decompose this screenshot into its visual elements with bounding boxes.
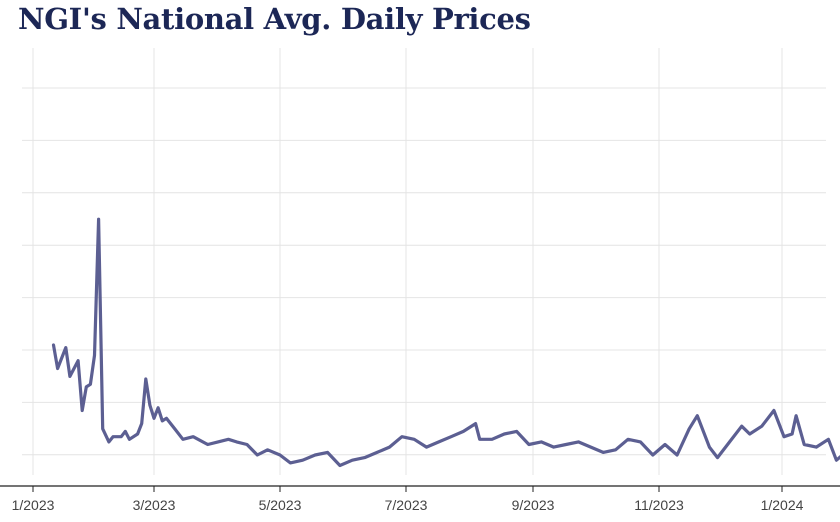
x-tick-label: 1/2023 — [12, 497, 55, 513]
chart-title: NGI's National Avg. Daily Prices — [18, 2, 531, 36]
x-axis-ticks: 1/2023 3/2023 5/2023 7/2023 9/2023 11/2023 1/2… — [12, 486, 804, 513]
x-tick-label: 11/2023 — [634, 497, 684, 513]
price-series-line — [51, 217, 840, 468]
x-tick-label: 3/2023 — [133, 497, 176, 513]
x-tick-label: 7/2023 — [385, 497, 428, 513]
x-tick-label: 1/2024 — [761, 497, 804, 513]
x-tick-label: 9/2023 — [512, 497, 555, 513]
x-tick-label: 5/2023 — [259, 497, 302, 513]
horizontal-gridlines — [22, 87, 826, 456]
vertical-gridlines — [32, 48, 783, 475]
